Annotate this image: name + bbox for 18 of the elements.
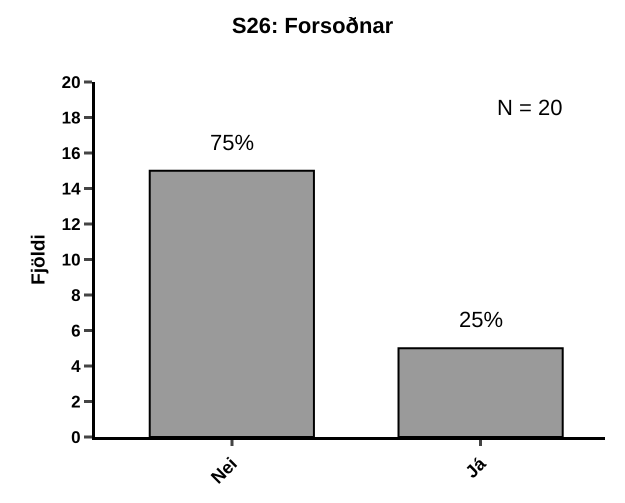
x-tick-label: Já [461, 452, 490, 482]
y-tick-label: 14 [62, 179, 82, 198]
y-tick-label: 18 [62, 108, 81, 128]
y-tick-label: 12 [62, 214, 81, 234]
y-tick-label: 2 [71, 392, 81, 412]
chart-title: S26: Forsoðnar [232, 13, 394, 38]
y-tick-label: 0 [71, 428, 81, 447]
annotation: 25% [459, 307, 504, 332]
y-tick-label: 4 [71, 356, 82, 376]
annotation: 75% [210, 130, 254, 155]
y-tick-label: 16 [62, 144, 81, 163]
y-tick-label: 8 [71, 286, 81, 305]
y-axis-title: Fjöldi [28, 234, 50, 285]
x-tick-label: Nei [207, 454, 242, 488]
y-tick-label: 10 [62, 250, 81, 270]
y-tick-label: 20 [62, 72, 81, 92]
annotation: N = 20 [497, 95, 562, 120]
y-tick-label: 6 [71, 321, 81, 340]
